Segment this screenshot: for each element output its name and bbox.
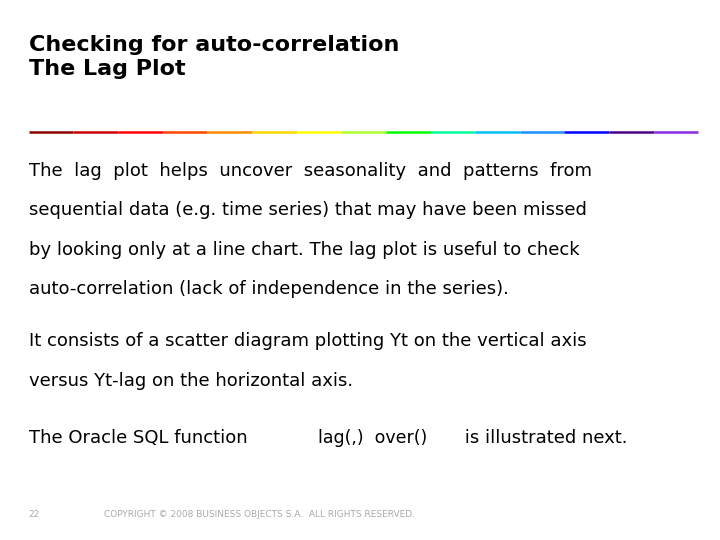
- Text: is illustrated next.: is illustrated next.: [459, 429, 628, 447]
- Text: lag(,)  over(): lag(,) over(): [318, 429, 428, 447]
- Text: It consists of a scatter diagram plotting Yt on the vertical axis: It consists of a scatter diagram plottin…: [29, 332, 586, 350]
- Text: Checking for auto-correlation
The Lag Plot: Checking for auto-correlation The Lag Pl…: [29, 35, 399, 79]
- Text: The Oracle SQL function: The Oracle SQL function: [29, 429, 253, 447]
- Text: by looking only at a line chart. The lag plot is useful to check: by looking only at a line chart. The lag…: [29, 241, 580, 259]
- Text: auto-correlation (lack of independence in the series).: auto-correlation (lack of independence i…: [29, 280, 508, 298]
- Text: versus Yt-lag on the horizontal axis.: versus Yt-lag on the horizontal axis.: [29, 372, 353, 389]
- Text: sequential data (e.g. time series) that may have been missed: sequential data (e.g. time series) that …: [29, 201, 587, 219]
- Text: 22: 22: [29, 510, 40, 519]
- Text: COPYRIGHT © 2008 BUSINESS OBJECTS S.A.  ALL RIGHTS RESERVED.: COPYRIGHT © 2008 BUSINESS OBJECTS S.A. A…: [104, 510, 415, 519]
- Text: The  lag  plot  helps  uncover  seasonality  and  patterns  from: The lag plot helps uncover seasonality a…: [29, 162, 592, 180]
